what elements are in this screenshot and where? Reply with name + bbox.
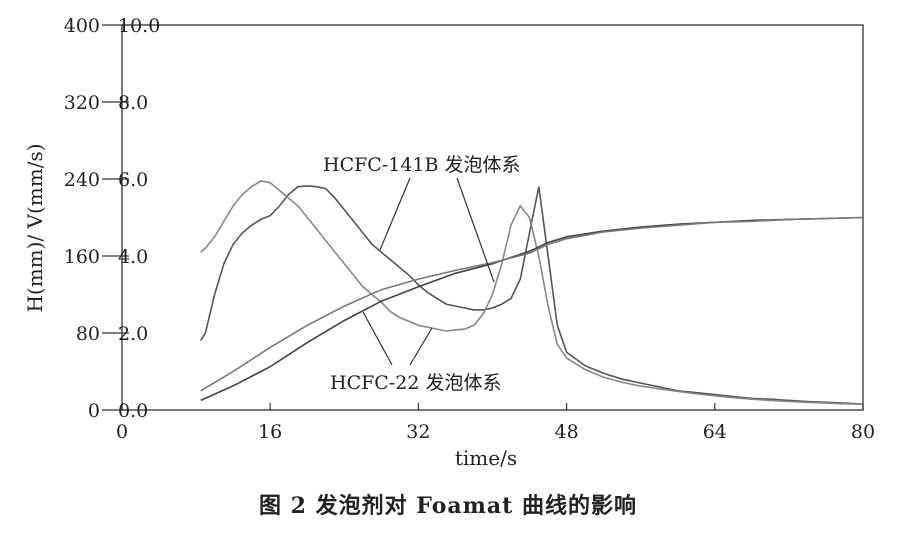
x-axis-title: time/s xyxy=(455,446,517,470)
series-line-1 xyxy=(200,185,864,405)
ticks-layer: 0 16 32 48 64 80 0 80 160 240 320 400 0.0 2.0 4.0 6.0 8.… xyxy=(64,15,875,443)
series-line-2 xyxy=(200,180,864,405)
leader-141b-1 xyxy=(379,177,411,251)
x-tick-label: 80 xyxy=(851,421,875,443)
y-left-tick-label: 160 xyxy=(64,246,100,268)
y-right-tick-label: 0.0 xyxy=(118,400,148,422)
x-tick-label: 48 xyxy=(555,421,579,443)
leader-141b-2 xyxy=(456,177,495,283)
y-right-tick-label: 2.0 xyxy=(118,323,148,345)
y-right-tick-label: 4.0 xyxy=(118,246,148,268)
series-line-4 xyxy=(200,216,864,392)
x-tick-label: 0 xyxy=(116,421,128,443)
y-right-tick-label: 10.0 xyxy=(118,15,160,37)
figure-caption: 图 2 发泡剂对 Foamat 曲线的影响 xyxy=(259,493,637,519)
y-left-tick-label: 0 xyxy=(88,400,100,422)
y-left-tick-label: 80 xyxy=(76,323,100,345)
x-tick-label: 32 xyxy=(406,421,430,443)
plot-frame xyxy=(121,24,864,411)
y-left-tick-label: 400 xyxy=(64,15,100,37)
leader-22-1 xyxy=(362,311,393,366)
y-axis-title: H(mm)/ V(mm/s) xyxy=(23,143,47,312)
annotation-hcfc-141b: HCFC-141B 发泡体系 xyxy=(323,154,521,176)
annotation-hcfc-22: HCFC-22 发泡体系 xyxy=(330,372,501,394)
y-right-tick-label: 8.0 xyxy=(118,92,148,114)
y-left-tick-label: 240 xyxy=(64,169,100,191)
y-right-tick-label: 6.0 xyxy=(118,169,148,191)
leader-22-2 xyxy=(409,327,433,366)
series-line-3 xyxy=(200,216,864,402)
series-layer xyxy=(200,180,864,405)
x-tick-label: 64 xyxy=(703,421,727,443)
x-tick-label: 16 xyxy=(258,421,282,443)
y-left-tick-label: 320 xyxy=(64,92,100,114)
